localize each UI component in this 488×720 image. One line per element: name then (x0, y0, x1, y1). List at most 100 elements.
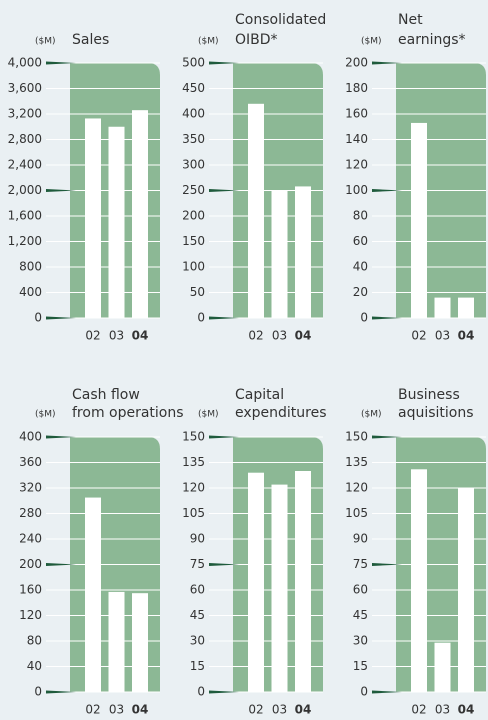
y-tick-label: 0 (197, 685, 205, 699)
major-tick (372, 435, 402, 439)
y-tick-label: 150 (182, 234, 205, 248)
y-tick-label: 135 (345, 455, 368, 469)
y-tick-label: 0 (34, 311, 42, 325)
bar (434, 297, 451, 318)
major-tick (46, 435, 76, 439)
y-tick-label: 120 (19, 608, 42, 622)
x-tick-label: 04 (295, 329, 312, 343)
y-tick-label: 100 (345, 183, 368, 197)
major-tick (372, 690, 402, 694)
x-tick-label: 02 (411, 703, 426, 717)
bar (85, 497, 101, 692)
y-tick-label: 2,400 (8, 158, 42, 172)
y-tick-label: 120 (345, 158, 368, 172)
y-tick-label: 30 (190, 634, 205, 648)
y-tick-label: 0 (360, 685, 368, 699)
unit-label: ($M) (361, 410, 382, 420)
x-tick-label: 03 (435, 329, 450, 343)
y-tick-label: 3,200 (8, 107, 42, 121)
y-tick-label: 0 (360, 311, 368, 325)
bar (132, 110, 148, 318)
y-tick-label: 90 (190, 532, 205, 546)
y-tick-label: 4,000 (8, 56, 42, 70)
y-tick-label: 160 (345, 107, 368, 121)
y-tick-label: 15 (353, 659, 368, 673)
unit-label: ($M) (198, 37, 219, 47)
y-tick-label: 140 (345, 132, 368, 146)
y-tick-label: 45 (190, 608, 205, 622)
y-tick-label: 800 (19, 260, 42, 274)
y-tick-label: 90 (353, 532, 368, 546)
y-tick-label: 105 (345, 506, 368, 520)
major-tick (46, 690, 76, 694)
y-tick-label: 400 (19, 285, 42, 299)
y-tick-label: 160 (19, 583, 42, 597)
chart-title: earnings* (398, 32, 466, 48)
bar (271, 190, 288, 318)
y-tick-label: 2,800 (8, 132, 42, 146)
y-tick-label: 0 (34, 685, 42, 699)
bar (248, 472, 264, 692)
y-tick-label: 200 (19, 557, 42, 571)
unit-label: ($M) (198, 410, 219, 420)
x-tick-label: 02 (85, 329, 100, 343)
y-tick-label: 120 (182, 481, 205, 495)
y-tick-label: 200 (345, 56, 368, 70)
major-tick (209, 316, 239, 320)
x-tick-label: 03 (109, 703, 124, 717)
y-tick-label: 300 (182, 158, 205, 172)
major-tick (46, 563, 76, 566)
chart-title: from operations (72, 405, 184, 421)
y-tick-label: 450 (182, 81, 205, 95)
x-tick-label: 03 (272, 703, 287, 717)
chart-title: Net (398, 12, 423, 28)
y-tick-label: 40 (353, 260, 368, 274)
bar (85, 118, 101, 319)
bar (458, 488, 474, 692)
chart-title: OIBD* (235, 32, 278, 48)
y-tick-label: 40 (27, 659, 42, 673)
x-tick-label: 04 (132, 329, 149, 343)
y-tick-label: 150 (345, 430, 368, 444)
major-tick (209, 61, 239, 65)
y-tick-label: 200 (182, 209, 205, 223)
y-tick-label: 360 (19, 455, 42, 469)
x-tick-label: 03 (272, 329, 287, 343)
y-tick-label: 60 (353, 234, 368, 248)
x-tick-label: 03 (435, 703, 450, 717)
y-tick-label: 105 (182, 506, 205, 520)
major-tick (209, 435, 239, 439)
chart-title: aquisitions (398, 405, 474, 421)
unit-label: ($M) (35, 37, 56, 47)
chart-title: Consolidated (235, 12, 326, 28)
y-tick-label: 180 (345, 81, 368, 95)
chart-title: Cash flow (72, 387, 140, 403)
major-tick (46, 189, 76, 192)
major-tick (46, 316, 76, 320)
unit-label: ($M) (361, 37, 382, 47)
bar (132, 593, 148, 692)
y-tick-label: 60 (353, 583, 368, 597)
major-tick (46, 61, 76, 65)
bar (108, 591, 125, 692)
major-tick (372, 189, 402, 192)
y-tick-label: 15 (190, 659, 205, 673)
x-tick-label: 04 (458, 329, 475, 343)
y-tick-label: 120 (345, 481, 368, 495)
y-tick-label: 3,600 (8, 81, 42, 95)
major-tick (209, 563, 239, 566)
y-tick-label: 20 (353, 285, 368, 299)
y-tick-label: 75 (353, 557, 368, 571)
x-tick-label: 04 (132, 703, 149, 717)
unit-label: ($M) (35, 410, 56, 420)
y-tick-label: 400 (182, 107, 205, 121)
y-tick-label: 400 (19, 430, 42, 444)
x-tick-label: 02 (85, 703, 100, 717)
major-tick (372, 563, 402, 566)
bar (458, 297, 474, 318)
major-tick (372, 61, 402, 65)
x-tick-label: 02 (411, 329, 426, 343)
chart-title: Sales (72, 32, 109, 48)
bar (295, 471, 311, 692)
y-tick-label: 100 (182, 260, 205, 274)
